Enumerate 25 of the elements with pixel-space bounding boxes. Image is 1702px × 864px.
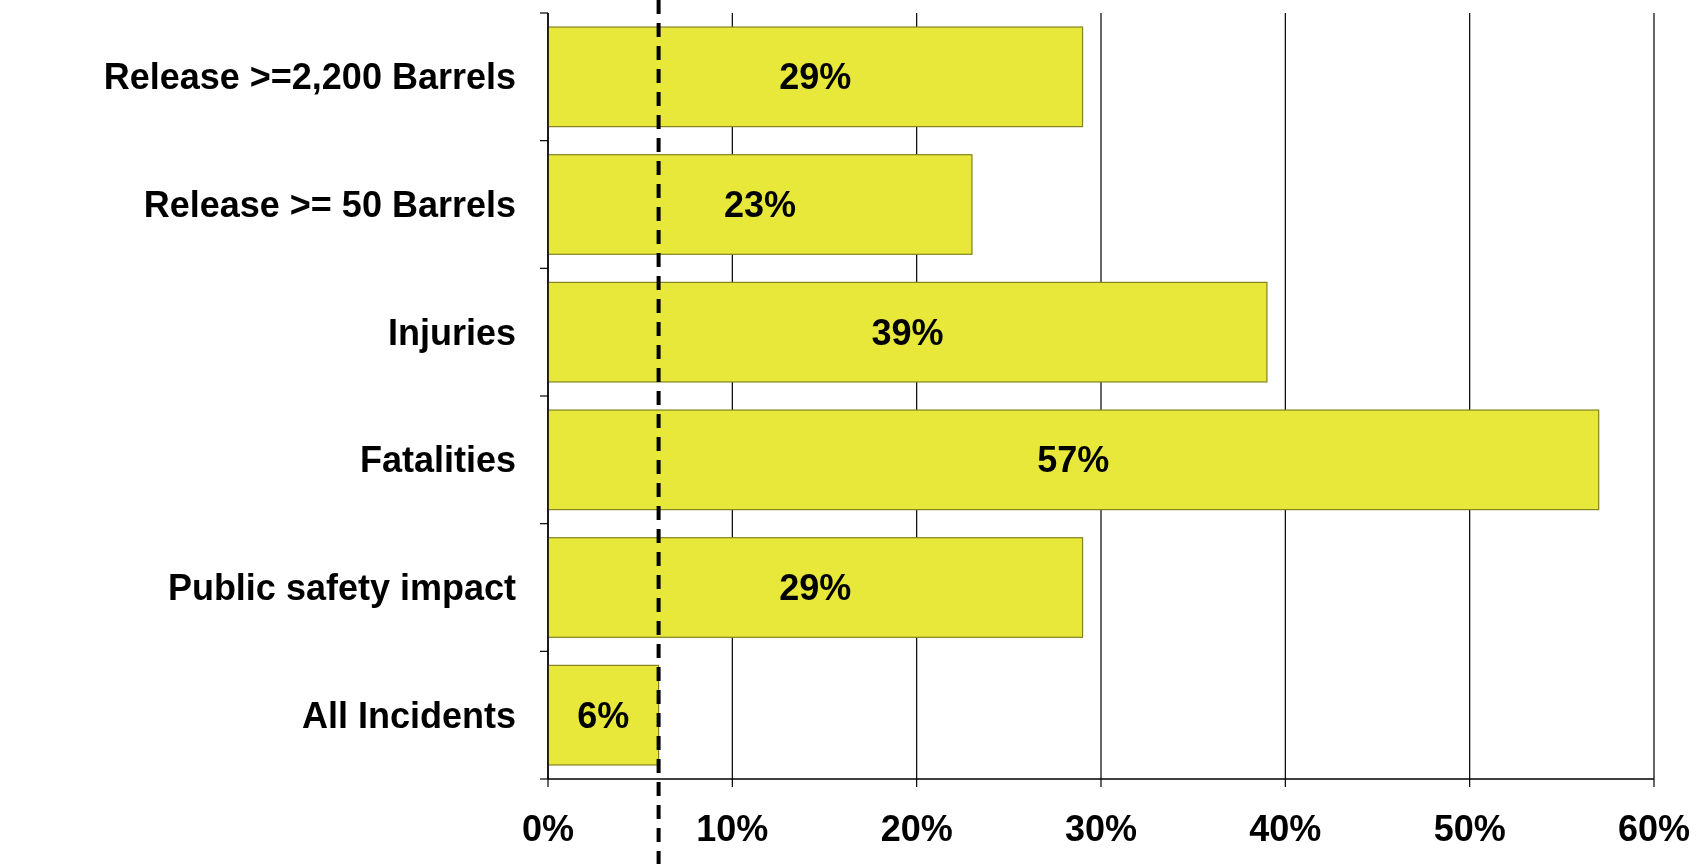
bar	[547, 26, 1084, 128]
y-tick-label: All Incidents	[301, 694, 516, 736]
data-label: 29%	[779, 56, 852, 98]
bar	[547, 537, 1084, 638]
bar	[547, 664, 660, 766]
y-tick-label: Release >=2,200 Barrels	[103, 56, 516, 98]
y-tick-label: Fatalities	[359, 439, 516, 481]
y-tick-label: Injuries	[387, 311, 516, 353]
data-label: 23%	[723, 184, 797, 226]
data-label: 6%	[577, 694, 630, 736]
data-label: 29%	[779, 567, 852, 609]
x-tick-label: 40%	[1249, 808, 1322, 849]
bar	[547, 154, 973, 255]
x-tick-label: 30%	[1064, 808, 1138, 849]
data-label: 57%	[1037, 439, 1110, 481]
y-tick-label: Release >= 50 Barrels	[143, 184, 516, 226]
data-label: 39%	[871, 311, 944, 353]
bar	[547, 281, 1268, 383]
y-tick-label: Public safety impact	[167, 567, 516, 609]
bar	[547, 409, 1600, 511]
x-tick-label: 0%	[521, 808, 575, 849]
x-tick-label: 60%	[1617, 808, 1691, 849]
x-tick-label: 50%	[1433, 808, 1506, 849]
x-tick-label: 20%	[880, 808, 953, 849]
x-tick-label: 10%	[696, 808, 769, 849]
